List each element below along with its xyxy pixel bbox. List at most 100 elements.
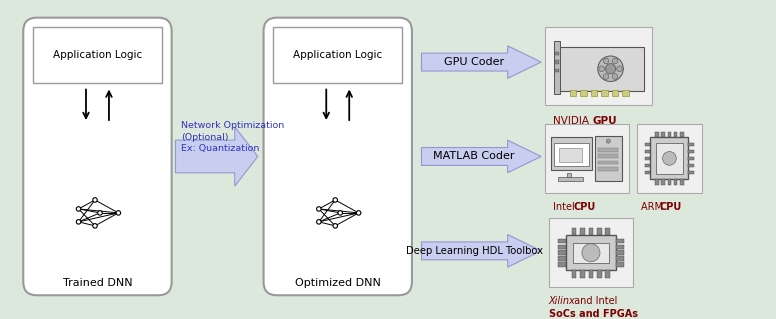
Circle shape: [98, 211, 102, 215]
Circle shape: [93, 198, 97, 202]
Bar: [559, 148, 582, 161]
Bar: [616, 245, 624, 249]
Bar: [667, 179, 671, 185]
Text: NVIDIA: NVIDIA: [553, 116, 592, 126]
Polygon shape: [175, 127, 258, 186]
Bar: [674, 132, 677, 137]
Bar: [688, 143, 695, 146]
Circle shape: [317, 219, 321, 224]
Bar: [645, 143, 650, 146]
Bar: [545, 27, 652, 105]
Bar: [612, 90, 618, 96]
Bar: [591, 90, 597, 96]
Circle shape: [333, 198, 338, 202]
Bar: [573, 243, 608, 263]
Bar: [555, 52, 559, 55]
Bar: [580, 270, 585, 278]
Bar: [605, 270, 610, 278]
Text: and Intel: and Intel: [571, 296, 617, 306]
Bar: [558, 250, 566, 255]
Circle shape: [603, 74, 609, 79]
Text: CPU: CPU: [573, 202, 596, 212]
Bar: [645, 164, 650, 167]
Bar: [655, 179, 659, 185]
Bar: [622, 90, 629, 96]
Circle shape: [76, 219, 81, 224]
Bar: [616, 250, 624, 255]
Bar: [688, 150, 695, 153]
Text: MATLAB Coder: MATLAB Coder: [434, 152, 515, 161]
Bar: [572, 270, 577, 278]
Bar: [598, 148, 618, 152]
Text: Network Optimization
(Optional)
Ex: Quantization: Network Optimization (Optional) Ex: Quan…: [182, 122, 285, 152]
Circle shape: [76, 207, 81, 211]
Bar: [688, 164, 695, 167]
Bar: [674, 179, 677, 185]
Bar: [580, 227, 585, 235]
Bar: [589, 227, 593, 235]
Circle shape: [617, 66, 622, 71]
Bar: [661, 132, 665, 137]
Circle shape: [663, 152, 676, 165]
Circle shape: [612, 74, 618, 79]
Bar: [33, 27, 162, 83]
Bar: [601, 90, 608, 96]
Text: Deep Learning HDL Toolbox: Deep Learning HDL Toolbox: [406, 246, 542, 256]
Bar: [645, 171, 650, 174]
FancyBboxPatch shape: [264, 18, 412, 295]
Bar: [555, 69, 559, 72]
Bar: [597, 227, 601, 235]
Bar: [605, 227, 610, 235]
Bar: [681, 132, 684, 137]
Bar: [595, 136, 622, 181]
Text: GPU Coder: GPU Coder: [444, 57, 504, 67]
Bar: [645, 150, 650, 153]
Text: Application Logic: Application Logic: [293, 50, 383, 60]
Bar: [558, 262, 566, 267]
Bar: [570, 90, 576, 96]
Bar: [650, 137, 688, 179]
Text: Intel: Intel: [553, 202, 577, 212]
Bar: [555, 60, 559, 64]
Bar: [558, 256, 566, 261]
Bar: [637, 124, 702, 193]
Text: Application Logic: Application Logic: [53, 50, 142, 60]
Bar: [557, 47, 644, 91]
Circle shape: [333, 224, 338, 228]
Circle shape: [605, 64, 615, 74]
Bar: [566, 235, 616, 270]
Polygon shape: [421, 234, 541, 267]
Bar: [545, 124, 629, 193]
Text: SoCs and FPGAs: SoCs and FPGAs: [549, 309, 638, 319]
Bar: [558, 245, 566, 249]
Bar: [580, 90, 587, 96]
Circle shape: [606, 139, 611, 143]
Circle shape: [356, 211, 361, 215]
Bar: [559, 177, 583, 181]
FancyBboxPatch shape: [23, 18, 171, 295]
Circle shape: [338, 211, 342, 215]
Polygon shape: [421, 140, 541, 173]
Bar: [667, 132, 671, 137]
Bar: [655, 132, 659, 137]
Bar: [273, 27, 403, 83]
Bar: [551, 137, 592, 170]
Bar: [558, 239, 566, 243]
Circle shape: [93, 224, 97, 228]
Bar: [598, 154, 618, 158]
Text: CPU: CPU: [660, 202, 682, 212]
Polygon shape: [421, 46, 541, 78]
Bar: [598, 167, 618, 171]
Bar: [645, 157, 650, 160]
Circle shape: [317, 207, 321, 211]
Bar: [566, 173, 571, 177]
Bar: [572, 227, 577, 235]
Bar: [549, 218, 633, 287]
Circle shape: [598, 56, 623, 81]
Bar: [598, 161, 618, 164]
Text: GPU: GPU: [593, 116, 618, 126]
Bar: [656, 143, 683, 174]
Bar: [597, 270, 601, 278]
Bar: [554, 41, 559, 94]
Bar: [681, 179, 684, 185]
